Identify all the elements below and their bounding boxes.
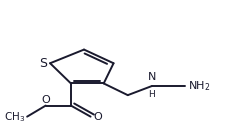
Text: O: O xyxy=(94,112,102,122)
Text: H: H xyxy=(148,90,155,99)
Text: N: N xyxy=(147,72,155,82)
Text: CH$_3$: CH$_3$ xyxy=(4,110,25,124)
Text: O: O xyxy=(41,95,50,105)
Text: S: S xyxy=(39,57,47,70)
Text: NH$_2$: NH$_2$ xyxy=(187,79,210,93)
